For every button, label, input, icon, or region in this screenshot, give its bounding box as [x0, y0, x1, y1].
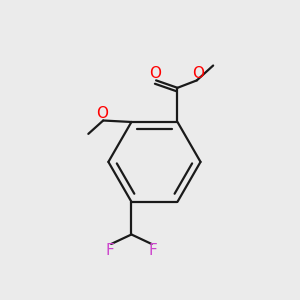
Text: F: F: [148, 243, 157, 258]
Text: O: O: [192, 66, 204, 81]
Text: O: O: [149, 66, 161, 81]
Text: F: F: [106, 243, 114, 258]
Text: O: O: [96, 106, 108, 121]
